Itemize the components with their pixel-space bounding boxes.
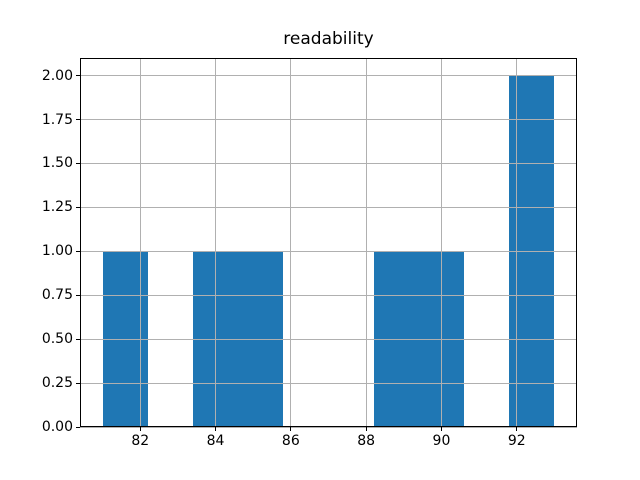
gridline-horizontal (80, 162, 577, 164)
gridline-horizontal (80, 119, 577, 120)
gridline-horizontal (80, 206, 577, 208)
x-tick-mark (139, 427, 141, 431)
y-tick-label: 0.00 (41, 419, 73, 435)
gridline-vertical (215, 58, 217, 427)
y-tick-mark (76, 338, 80, 340)
axes-frame (80, 58, 577, 427)
y-tick-mark (76, 294, 80, 296)
gridline-vertical (516, 58, 518, 427)
y-tick-mark (76, 162, 80, 164)
x-tick-label: 88 (357, 433, 376, 449)
y-tick-mark (76, 382, 80, 384)
gridline-vertical (365, 58, 367, 427)
x-tick-mark (215, 427, 217, 431)
chart-title: readability (283, 29, 374, 49)
x-tick-label: 90 (432, 433, 451, 449)
gridline-horizontal (80, 250, 577, 252)
gridline-horizontal (80, 294, 577, 296)
y-tick-mark (76, 426, 80, 428)
x-tick-label: 82 (131, 433, 150, 449)
y-tick-label: 0.25 (41, 375, 73, 392)
gridline-horizontal (80, 338, 577, 340)
y-tick-mark (76, 250, 80, 252)
gridline-vertical (139, 58, 141, 427)
x-tick-mark (516, 427, 518, 431)
x-tick-label: 86 (281, 433, 300, 449)
x-tick-mark (290, 427, 292, 431)
gridline-horizontal (80, 382, 577, 384)
y-tick-mark (76, 75, 80, 77)
y-tick-mark (76, 119, 80, 120)
gridline-horizontal (80, 75, 577, 77)
gridline-horizontal (80, 426, 577, 428)
y-tick-mark (76, 206, 80, 208)
y-tick-label: 0.50 (41, 331, 73, 348)
y-tick-label: 1.75 (41, 111, 73, 128)
y-tick-label: 1.25 (41, 199, 73, 216)
x-tick-mark (365, 427, 367, 431)
gridline-vertical (290, 58, 292, 427)
x-tick-mark (440, 427, 442, 431)
x-tick-label: 84 (206, 433, 225, 449)
x-tick-label: 92 (507, 433, 526, 449)
y-tick-label: 1.50 (41, 155, 73, 172)
y-tick-label: 1.00 (41, 243, 73, 260)
gridline-vertical (440, 58, 442, 427)
y-tick-label: 2.00 (41, 67, 73, 84)
y-tick-label: 0.75 (41, 287, 73, 304)
